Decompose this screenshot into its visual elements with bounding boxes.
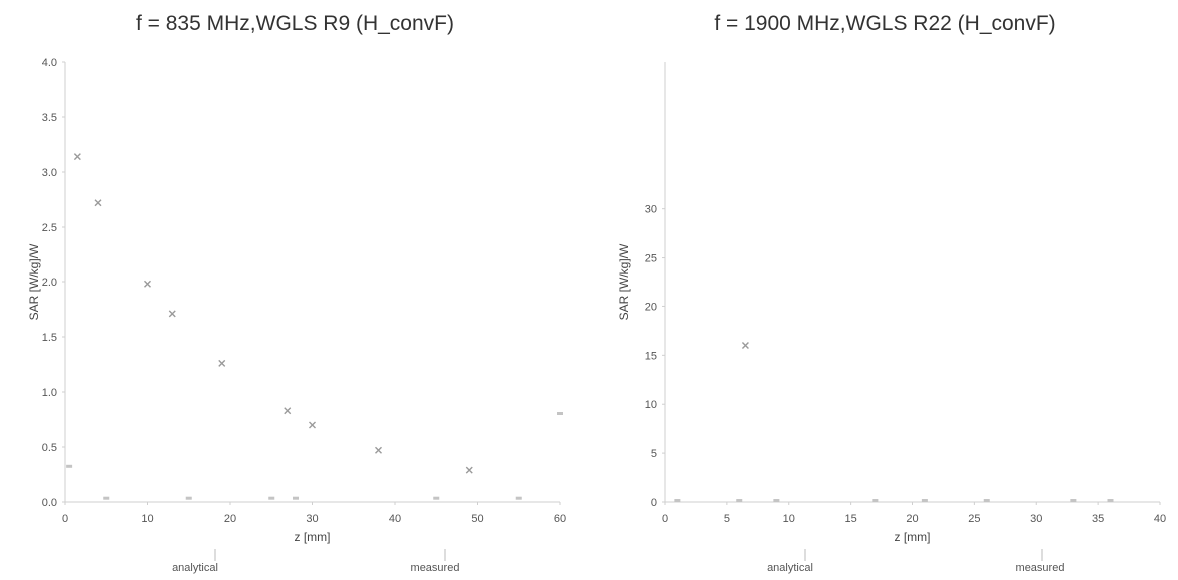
x-tick-label: 30 bbox=[306, 513, 318, 525]
chart-835mhz: f = 835 MHz,WGLS R9 (H_convF) 0.0 0.5 1.0 1.… bbox=[27, 12, 566, 574]
data-point-measured bbox=[557, 412, 563, 415]
x-tick-label: 0 bbox=[662, 513, 668, 525]
y-tick-label: 0.0 bbox=[42, 497, 57, 509]
data-point-analytical bbox=[94, 199, 102, 207]
chart-title: f = 1900 MHz,WGLS R22 (H_convF) bbox=[714, 12, 1055, 35]
y-tick-label: 30 bbox=[645, 204, 657, 216]
data-point-analytical bbox=[375, 446, 382, 454]
y-tick-label: 3.5 bbox=[42, 112, 57, 124]
data-point-analytical bbox=[218, 359, 226, 367]
data-point-analytical bbox=[465, 466, 473, 474]
data-point-measured bbox=[921, 499, 928, 503]
y-tick-label: 0 bbox=[651, 497, 657, 509]
y-tick-label: 5 bbox=[651, 448, 657, 460]
y-tick-label: 25 bbox=[645, 253, 657, 265]
data-point-measured bbox=[773, 499, 780, 503]
x-tick-label: 35 bbox=[1092, 513, 1104, 525]
y-tick-label: 0.5 bbox=[42, 442, 57, 454]
x-tick-label: 60 bbox=[554, 513, 566, 525]
y-tick-label: 2.5 bbox=[42, 222, 57, 234]
x-tick-label: 15 bbox=[845, 513, 857, 525]
x-tick-label: 50 bbox=[471, 513, 483, 525]
chart-title: f = 835 MHz,WGLS R9 (H_convF) bbox=[136, 12, 454, 35]
x-tick-label: 10 bbox=[783, 513, 795, 525]
data-point-measured bbox=[515, 496, 522, 500]
x-axis-label: z [mm] bbox=[295, 530, 331, 544]
y-axis-label: SAR [W/kg]/W bbox=[617, 243, 631, 320]
data-point-measured bbox=[983, 499, 990, 503]
y-tick-label: 15 bbox=[645, 350, 657, 362]
y-tick-label: 1.0 bbox=[42, 387, 57, 399]
y-tick-label: 3.0 bbox=[42, 167, 57, 179]
x-tick-label: 5 bbox=[724, 513, 730, 525]
data-point-measured bbox=[433, 496, 440, 500]
data-point-analytical bbox=[144, 280, 151, 288]
y-tick-label: 10 bbox=[645, 399, 657, 411]
data-point-measured bbox=[66, 464, 73, 468]
legend-label: analytical bbox=[172, 562, 218, 574]
data-point-analytical bbox=[741, 342, 749, 350]
legend-label: measured bbox=[1016, 562, 1065, 574]
x-tick-label: 10 bbox=[141, 513, 153, 525]
x-tick-label: 20 bbox=[906, 513, 918, 525]
legend-label: analytical bbox=[767, 562, 813, 574]
x-tick-label: 0 bbox=[62, 513, 68, 525]
data-point-measured bbox=[293, 496, 299, 500]
y-tick-label: 4.0 bbox=[42, 57, 57, 69]
x-tick-label: 40 bbox=[389, 513, 401, 525]
data-point-measured bbox=[736, 499, 743, 503]
y-tick-label: 1.5 bbox=[42, 332, 57, 344]
legend-label: measured bbox=[411, 562, 460, 574]
data-point-analytical bbox=[73, 153, 81, 161]
data-point-analytical bbox=[168, 310, 176, 318]
data-point-measured bbox=[103, 496, 110, 500]
x-tick-label: 40 bbox=[1154, 513, 1166, 525]
data-point-measured bbox=[1107, 499, 1114, 503]
data-point-analytical bbox=[284, 407, 292, 415]
x-axis-label: z [mm] bbox=[895, 530, 931, 544]
data-point-measured bbox=[185, 496, 192, 500]
y-tick-label: 2.0 bbox=[42, 277, 57, 289]
data-point-measured bbox=[674, 499, 681, 503]
data-point-measured bbox=[872, 499, 879, 503]
y-axis-label: SAR [W/kg]/W bbox=[27, 243, 41, 320]
y-tick-label: 20 bbox=[645, 301, 657, 313]
data-point-measured bbox=[1070, 499, 1077, 503]
data-point-measured bbox=[268, 496, 275, 500]
x-tick-label: 25 bbox=[968, 513, 980, 525]
x-tick-label: 20 bbox=[224, 513, 236, 525]
chart-1900mhz: f = 1900 MHz,WGLS R22 (H_convF) 0 5 10 15 20 2… bbox=[617, 12, 1166, 574]
data-point-analytical bbox=[309, 421, 316, 429]
x-tick-label: 30 bbox=[1030, 513, 1042, 525]
